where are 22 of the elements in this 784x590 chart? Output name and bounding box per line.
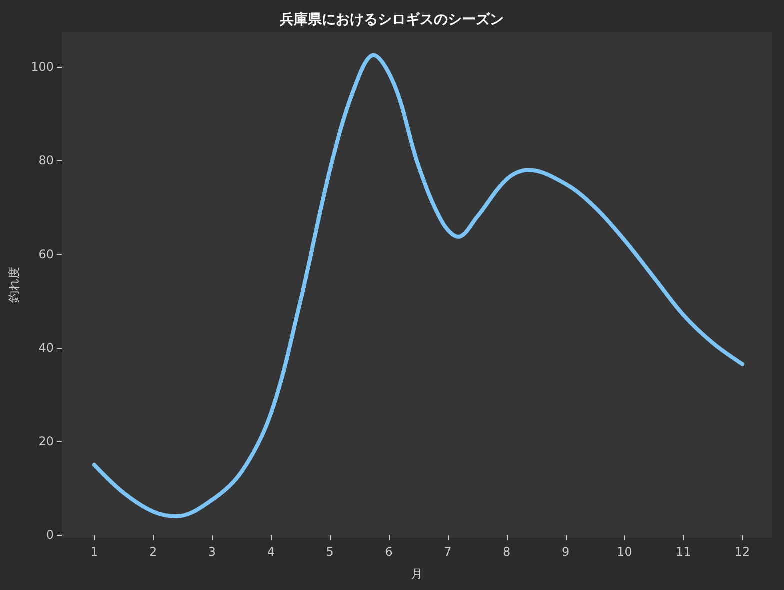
chart-title: 兵庫県におけるシロギスのシーズン [279, 11, 504, 28]
y-tick-label: 100 [31, 60, 54, 74]
x-tick-label: 11 [676, 545, 692, 559]
line-series [92, 53, 745, 518]
x-tick-label: 7 [444, 545, 452, 559]
x-tick-label: 12 [734, 545, 750, 559]
x-tick-label: 9 [562, 545, 570, 559]
x-tick-label: 8 [503, 545, 511, 559]
x-tick-label: 10 [617, 545, 632, 559]
y-tick-label: 0 [46, 528, 54, 542]
y-axis-title: 釣れ度 [7, 267, 22, 303]
x-tick-label: 6 [385, 545, 393, 559]
x-tick-label: 5 [326, 545, 334, 559]
y-tick-label: 40 [38, 340, 54, 355]
x-tick-label: 3 [208, 545, 216, 559]
y-tick-label: 20 [38, 434, 54, 449]
x-axis-title: 月 [411, 567, 423, 581]
y-tick-label: 60 [38, 247, 54, 262]
y-tick-label: 80 [38, 154, 54, 168]
x-tick-label: 4 [267, 545, 275, 559]
x-tick-label: 1 [90, 545, 98, 559]
x-tick-label: 2 [150, 545, 158, 559]
